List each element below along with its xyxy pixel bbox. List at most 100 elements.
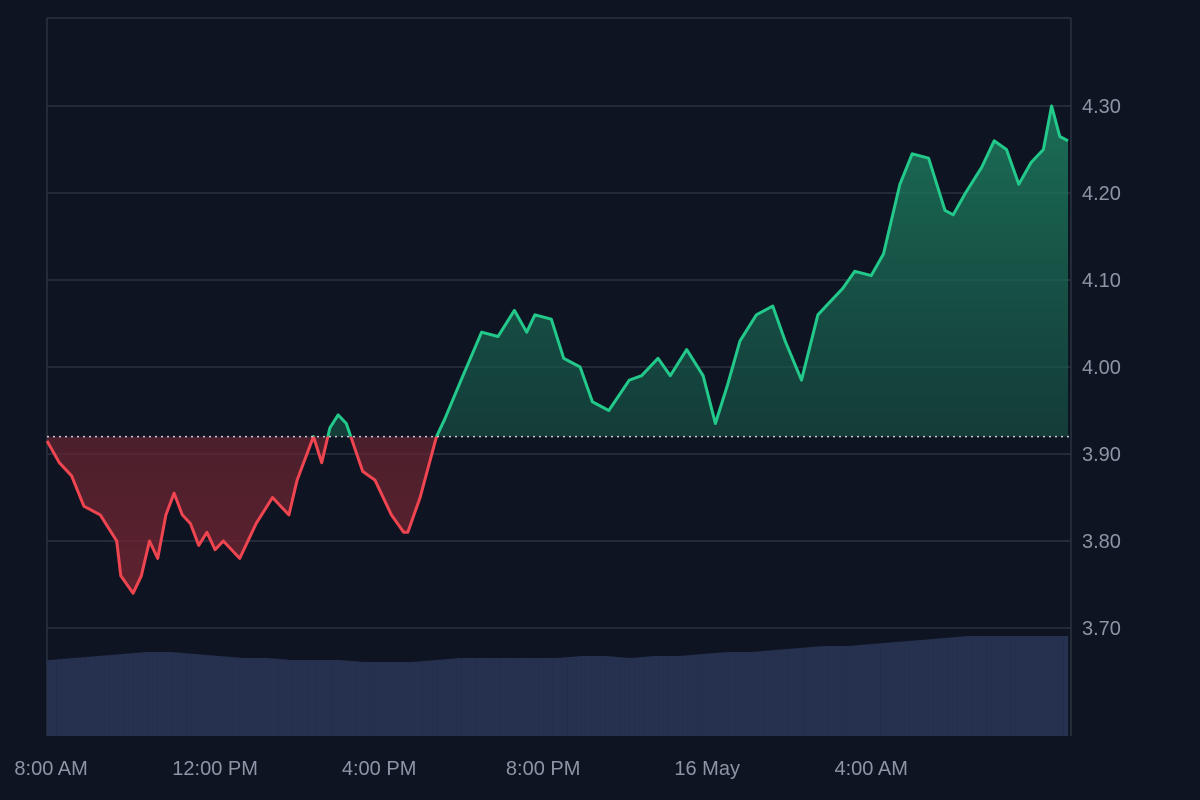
volume-bar bbox=[673, 656, 679, 736]
volume-bar bbox=[937, 638, 943, 736]
volume-bar bbox=[152, 652, 158, 736]
positive-area-fill bbox=[47, 106, 1068, 437]
volume-bar bbox=[981, 636, 987, 736]
volume-bar bbox=[321, 660, 327, 736]
volume-bar bbox=[1053, 636, 1059, 736]
volume-bar bbox=[620, 657, 626, 736]
volume-bar bbox=[875, 643, 881, 736]
volume-bar bbox=[634, 657, 640, 736]
volume-bar bbox=[668, 656, 674, 736]
volume-bar bbox=[817, 646, 823, 736]
volume-bar bbox=[90, 656, 96, 736]
x-tick-label: 8:00 PM bbox=[506, 758, 580, 780]
volume-bar bbox=[56, 659, 62, 736]
volume-bar bbox=[51, 659, 57, 736]
volume-bar bbox=[562, 657, 568, 736]
volume-bar bbox=[1029, 636, 1035, 736]
volume-bar bbox=[95, 656, 101, 736]
volume-bar bbox=[822, 646, 828, 736]
volume-bar bbox=[596, 656, 602, 736]
volume-bar bbox=[210, 655, 216, 736]
area-fills bbox=[47, 106, 1068, 594]
volume-bar bbox=[311, 660, 317, 736]
volume-bar bbox=[918, 639, 924, 736]
volume-bar bbox=[788, 648, 794, 736]
volume-bar bbox=[369, 662, 375, 736]
volume-bar bbox=[1058, 636, 1064, 736]
volume-bar bbox=[586, 656, 592, 736]
volume-bar bbox=[692, 654, 698, 736]
volume-bar bbox=[904, 641, 910, 736]
volume-bar bbox=[249, 658, 255, 736]
volume-bar bbox=[581, 656, 587, 736]
volume-bar bbox=[533, 658, 539, 736]
volume-bars bbox=[47, 636, 1069, 736]
volume-bar bbox=[716, 652, 722, 736]
volume-bar bbox=[711, 653, 717, 736]
volume-bar bbox=[432, 660, 438, 736]
volume-bar bbox=[456, 658, 462, 736]
volume-bar bbox=[1005, 636, 1011, 736]
price-line-below bbox=[45, 436, 439, 595]
x-tick-label: 4:00 AM bbox=[834, 758, 907, 780]
volume-bar bbox=[133, 652, 139, 736]
volume-bar bbox=[913, 640, 919, 736]
volume-bar bbox=[899, 641, 905, 736]
volume-bar bbox=[798, 647, 804, 736]
volume-bar bbox=[307, 660, 313, 736]
x-tick-label: 4:00 PM bbox=[342, 758, 416, 780]
volume-bar bbox=[104, 655, 110, 736]
volume-bar bbox=[446, 658, 452, 736]
volume-bar bbox=[215, 655, 221, 736]
volume-bar bbox=[783, 649, 789, 736]
volume-bar bbox=[740, 652, 746, 736]
volume-bar bbox=[143, 652, 149, 736]
volume-bar bbox=[730, 652, 736, 736]
volume-bar bbox=[393, 662, 399, 736]
volume-bar bbox=[1015, 636, 1021, 736]
volume-bar bbox=[114, 654, 120, 736]
volume-bar bbox=[109, 654, 115, 736]
y-tick-label: 3.70 bbox=[1082, 618, 1121, 640]
volume-bar bbox=[514, 658, 520, 736]
volume-bar bbox=[384, 662, 390, 736]
volume-bar bbox=[523, 658, 529, 736]
volume-bar bbox=[836, 646, 842, 736]
volume-bar bbox=[706, 653, 712, 736]
volume-bar bbox=[403, 662, 409, 736]
volume-bar bbox=[624, 657, 630, 736]
volume-bar bbox=[316, 660, 322, 736]
volume-bar bbox=[653, 656, 659, 736]
volume-bar bbox=[485, 658, 491, 736]
volume-bar bbox=[538, 658, 544, 736]
volume-bar bbox=[172, 652, 178, 736]
volume-bar bbox=[812, 646, 818, 736]
volume-bar bbox=[774, 649, 780, 736]
volume-bar bbox=[239, 657, 245, 736]
volume-bar bbox=[413, 661, 419, 736]
volume-bar bbox=[856, 645, 862, 736]
volume-bar bbox=[350, 661, 356, 736]
volume-bar bbox=[957, 636, 963, 736]
volume-bar bbox=[605, 656, 611, 736]
volume-bar bbox=[186, 653, 192, 736]
volume-bar bbox=[220, 656, 226, 736]
volume-bar bbox=[909, 640, 915, 736]
volume-bar bbox=[966, 636, 972, 736]
volume-bar bbox=[461, 658, 467, 736]
volume-bar bbox=[639, 657, 645, 736]
volume-bar bbox=[827, 646, 833, 736]
negative-area-fill bbox=[47, 436, 437, 594]
volume-bar bbox=[466, 658, 472, 736]
volume-bar bbox=[1024, 636, 1030, 736]
volume-bar bbox=[754, 651, 760, 736]
volume-bar bbox=[278, 659, 284, 736]
volume-bar bbox=[499, 658, 505, 736]
volume-bar bbox=[201, 654, 207, 736]
volume-bar bbox=[1039, 636, 1045, 736]
volume-bar bbox=[282, 659, 289, 736]
volume-bar bbox=[47, 660, 53, 736]
volume-bar bbox=[528, 658, 534, 736]
price-line-above bbox=[311, 104, 1069, 437]
volume-bar bbox=[71, 658, 77, 736]
